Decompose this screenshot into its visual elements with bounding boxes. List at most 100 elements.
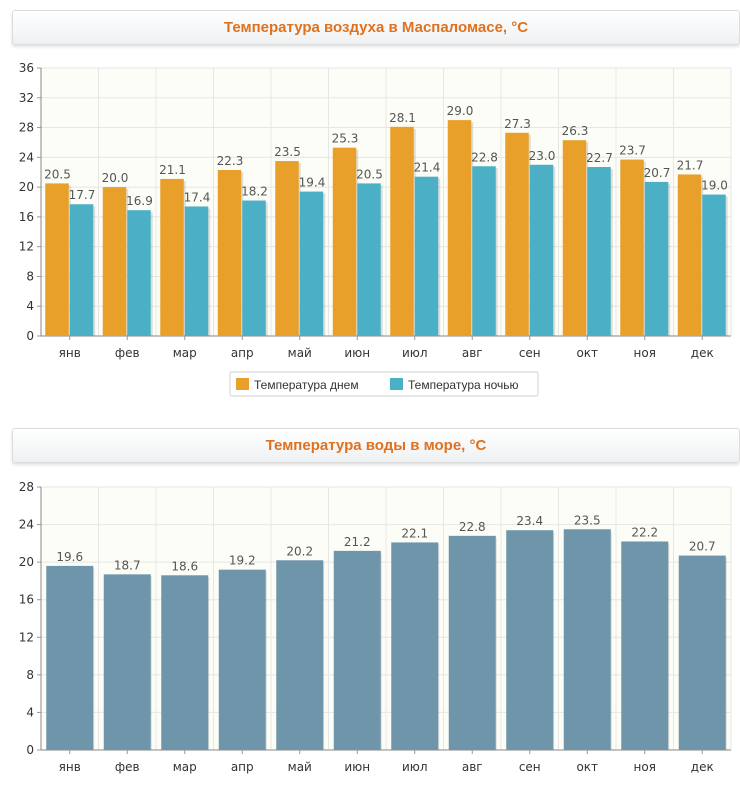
y-tick-label: 24 (19, 150, 34, 164)
data-label: 23.7 (619, 144, 646, 158)
data-label: 23.0 (529, 149, 556, 163)
bar (357, 183, 381, 336)
bar (332, 147, 357, 336)
data-label: 21.1 (159, 163, 186, 177)
x-tick-label: мар (173, 346, 197, 360)
data-label: 22.1 (401, 526, 428, 540)
x-tick-label: сен (519, 346, 541, 360)
bar (45, 183, 69, 336)
y-tick-label: 16 (19, 210, 34, 224)
bar (587, 167, 611, 336)
bar (390, 126, 414, 336)
legend-swatch (236, 378, 249, 390)
data-label: 21.4 (414, 161, 441, 175)
data-label: 26.3 (562, 124, 589, 138)
data-label: 23.4 (516, 514, 543, 528)
bar (562, 140, 587, 336)
data-label: 22.7 (586, 151, 613, 165)
data-label: 20.5 (356, 167, 383, 181)
bar (333, 550, 381, 750)
bar (447, 120, 472, 336)
data-label: 17.7 (69, 188, 96, 202)
x-tick-label: ноя (634, 346, 656, 360)
y-tick-label: 20 (19, 555, 34, 569)
y-tick-label: 12 (19, 630, 34, 644)
bar (414, 176, 439, 336)
y-tick-label: 0 (26, 743, 34, 757)
x-tick-label: май (288, 760, 312, 774)
x-tick-label: апр (231, 760, 254, 774)
legend: Температура днем Температура ночью (229, 371, 539, 397)
legend-swatch (390, 378, 403, 390)
data-label: 20.7 (644, 166, 671, 180)
y-tick-label: 20 (19, 180, 34, 194)
y-tick-label: 16 (19, 593, 34, 607)
data-label: 22.2 (631, 525, 658, 539)
data-label: 23.5 (574, 513, 601, 527)
bar (677, 174, 702, 336)
x-tick-label: янв (59, 760, 81, 774)
legend-label: Температура ночью (408, 378, 519, 392)
x-tick-label: фев (115, 760, 140, 774)
bar (276, 560, 324, 750)
data-label: 20.5 (44, 167, 71, 181)
bar (299, 191, 324, 336)
data-label: 22.8 (459, 520, 486, 534)
x-tick-label: дек (691, 760, 714, 774)
bar (702, 194, 726, 336)
bar (448, 535, 496, 750)
x-tick-label: авг (462, 346, 483, 360)
legend-label: Температура днем (254, 378, 359, 392)
data-label: 29.0 (447, 104, 474, 118)
x-tick-label: окт (576, 760, 598, 774)
y-tick-label: 12 (19, 240, 34, 254)
bar (529, 164, 554, 336)
bar (472, 166, 496, 336)
data-label: 20.2 (286, 544, 313, 558)
y-tick-label: 32 (19, 91, 34, 105)
y-tick-label: 4 (26, 705, 34, 719)
data-label: 25.3 (332, 132, 359, 146)
data-label: 16.9 (126, 194, 153, 208)
bar (69, 204, 94, 336)
y-tick-label: 28 (19, 480, 34, 494)
bar (620, 159, 644, 336)
bar (506, 530, 554, 750)
bar (275, 161, 299, 336)
legend-box (229, 371, 539, 397)
bar (160, 178, 184, 336)
data-label: 18.7 (114, 558, 141, 572)
x-tick-label: авг (462, 760, 483, 774)
x-tick-label: сен (519, 760, 541, 774)
bar (184, 206, 209, 336)
bar (621, 541, 669, 750)
bar (505, 132, 529, 336)
data-label: 23.5 (274, 145, 301, 159)
air-chart-title: Температура воздуха в Маспаломасе, °C (12, 10, 740, 45)
y-tick-label: 24 (19, 518, 34, 532)
bar (644, 181, 669, 336)
y-tick-label: 8 (26, 269, 34, 283)
bar (103, 574, 151, 750)
data-label: 20.7 (689, 540, 716, 554)
air-temperature-chart: 0 4 8 12 16 20 24 28 32 36 20.5 17.7 янв 20.0 16.9 фев 2… (19, 61, 732, 397)
x-tick-label: мар (173, 760, 197, 774)
x-tick-label: фев (115, 346, 140, 360)
data-label: 19.6 (56, 550, 83, 564)
x-tick-label: июл (402, 760, 428, 774)
water-chart-title: Температура воды в море, °C (12, 428, 740, 463)
bar (217, 169, 242, 336)
data-label: 19.4 (299, 176, 326, 190)
x-tick-label: янв (59, 346, 81, 360)
bar (127, 210, 151, 336)
data-label: 17.4 (184, 190, 211, 204)
data-label: 21.7 (677, 158, 704, 172)
y-tick-label: 36 (19, 61, 34, 75)
bar (46, 565, 94, 750)
x-tick-label: май (288, 346, 312, 360)
x-tick-label: дек (691, 346, 714, 360)
data-label: 19.0 (701, 179, 728, 193)
bar (678, 555, 726, 750)
bar (242, 200, 266, 336)
